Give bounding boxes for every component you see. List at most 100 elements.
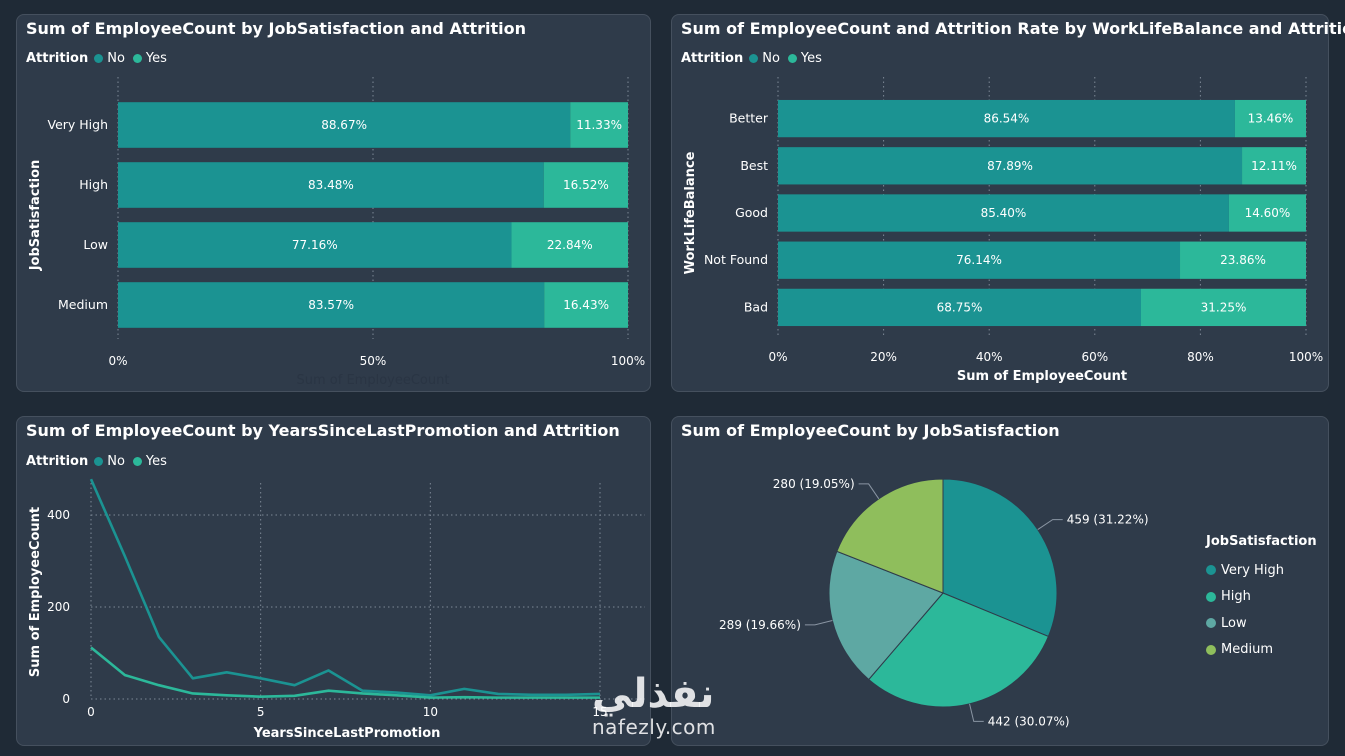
- legend-item-no[interactable]: No: [94, 51, 125, 66]
- work-life-x-tick-label: 80%: [1187, 350, 1214, 364]
- work-life-y-axis-label: WorkLifeBalance: [683, 151, 698, 274]
- job-sat-data-label-yes-high: 16.52%: [563, 178, 609, 192]
- work-life-bar-yes-not-found: [1180, 241, 1306, 279]
- job-sat-data-label-no-very-high: 88.67%: [321, 118, 367, 132]
- work-life-legend: Attrition No Yes: [681, 51, 830, 66]
- pie-data-label-medium: 280 (19.05%): [773, 477, 855, 491]
- job-sat-data-label-yes-medium: 16.43%: [563, 298, 609, 312]
- legend-label-no: No: [107, 454, 125, 469]
- work-life-card: Sum of EmployeeCount and Attrition Rate …: [671, 14, 1345, 392]
- job-sat-y-tick-label-high: High: [79, 177, 108, 192]
- work-life-x-tick-label: 20%: [870, 350, 897, 364]
- pie-legend-item-low[interactable]: Low: [1206, 610, 1317, 637]
- work-life-data-label-yes-best: 12.11%: [1251, 159, 1297, 173]
- promotion-y-axis-label: Sum of EmployeeCount: [28, 507, 43, 677]
- promotion-legend: Attrition No Yes: [26, 454, 175, 469]
- pie-legend-label: High: [1221, 589, 1251, 605]
- promotion-x-axis-label: YearsSinceLastPromotion: [253, 726, 441, 741]
- work-life-data-label-no-bad: 68.75%: [937, 300, 983, 314]
- work-life-x-axis-label: Sum of EmployeeCount: [957, 369, 1127, 384]
- work-life-x-tick-label: 0%: [768, 350, 787, 364]
- pie-leader-line: [969, 703, 984, 722]
- work-life-bar-no-bad: [778, 288, 1141, 327]
- promotion-card: Sum of EmployeeCount by YearsSinceLastPr…: [16, 416, 651, 746]
- legend-item-yes[interactable]: Yes: [787, 51, 822, 66]
- pie-chart: 459 (31.22%) 442 (30.07%) 289 (19.66%) 280 …: [719, 477, 1149, 728]
- pie-legend-label: Medium: [1221, 642, 1273, 658]
- pie-data-label-high: 442 (30.07%): [988, 714, 1070, 728]
- job-sat-x-tick-label: 50%: [360, 354, 387, 368]
- promotion-title: Sum of EmployeeCount by YearsSinceLastPr…: [26, 421, 620, 440]
- work-life-bar-no-better: [778, 99, 1235, 138]
- work-life-title: Sum of EmployeeCount and Attrition Rate …: [681, 19, 1345, 38]
- pie-legend-label: Very High: [1221, 562, 1284, 578]
- legend-label-yes: Yes: [800, 51, 822, 66]
- legend-dot-yes: [132, 457, 142, 466]
- pie-legend-item-medium[interactable]: Medium: [1206, 637, 1317, 664]
- work-life-y-tick-label-good: Good: [735, 205, 768, 220]
- watermark: نفذلي nafezly.com: [592, 672, 716, 738]
- legend-label-no: No: [762, 51, 780, 66]
- promotion-x-tick-label: 0: [87, 705, 95, 719]
- job-satisfaction-title: Sum of EmployeeCount by JobSatisfaction …: [26, 19, 527, 38]
- pie-card: Sum of EmployeeCount by JobSatisfaction …: [671, 416, 1329, 746]
- job-sat-bar-no-high: [118, 162, 544, 208]
- pie-legend-item-high[interactable]: High: [1206, 584, 1317, 611]
- work-life-y-tick-label-best: Best: [740, 158, 768, 173]
- work-life-bar-yes-better: [1234, 99, 1306, 138]
- promotion-y-tick-label: 400: [47, 508, 70, 522]
- job-sat-x-tick-label: 100%: [611, 354, 645, 368]
- work-life-y-tick-label-better: Better: [729, 111, 769, 126]
- legend-item-yes[interactable]: Yes: [132, 454, 167, 469]
- work-life-data-label-no-best: 87.89%: [987, 159, 1033, 173]
- job-sat-bar-yes-very-high: [570, 102, 628, 148]
- job-sat-data-label-yes-low: 22.84%: [547, 238, 593, 252]
- pie-data-label-very-high: 459 (31.22%): [1067, 513, 1149, 527]
- pie-leader-line: [858, 483, 880, 500]
- work-life-bar-yes-best: [1242, 147, 1306, 185]
- job-sat-data-label-no-medium: 83.57%: [308, 298, 354, 312]
- legend-dot-no: [749, 54, 759, 63]
- legend-item-no[interactable]: No: [94, 454, 125, 469]
- legend-item-yes[interactable]: Yes: [132, 51, 167, 66]
- promotion-line-yes: [90, 646, 600, 699]
- job-sat-y-tick-label-medium: Medium: [58, 297, 108, 312]
- pie-leader-line: [804, 620, 833, 626]
- pie-title: Sum of EmployeeCount by JobSatisfaction: [681, 421, 1060, 440]
- legend-title: Attrition: [26, 51, 89, 66]
- work-life-bar-no-not-found: [778, 241, 1181, 279]
- work-life-bar-no-best: [778, 147, 1243, 185]
- work-life-x-tick-label: 40%: [976, 350, 1003, 364]
- job-sat-x-tick-label: 0%: [108, 354, 127, 368]
- legend-title: Attrition: [681, 51, 744, 66]
- promotion-chart: 0 200 400 0 5 10 15 YearsSinceLastPromotion Sum …: [28, 478, 645, 741]
- pie-legend-item-very-high[interactable]: Very High: [1206, 557, 1317, 584]
- work-life-data-label-yes-good: 14.60%: [1245, 206, 1291, 220]
- job-sat-bar-yes-high: [543, 162, 628, 208]
- watermark-latin: nafezly.com: [592, 715, 716, 739]
- pie-legend-dot-medium: [1206, 644, 1216, 655]
- legend-dot-yes: [132, 54, 142, 63]
- job-sat-bar-yes-medium: [544, 282, 628, 328]
- job-sat-data-label-no-low: 77.16%: [292, 238, 338, 252]
- pie-legend-label: Low: [1221, 615, 1247, 631]
- promotion-line-no: [89, 478, 601, 697]
- job-satisfaction-card: Sum of EmployeeCount by JobSatisfaction …: [16, 14, 651, 392]
- job-satisfaction-legend: Attrition No Yes: [26, 51, 175, 66]
- legend-dot-yes: [787, 54, 797, 63]
- work-life-data-label-no-not-found: 76.14%: [956, 253, 1002, 267]
- legend-label-yes: Yes: [145, 51, 167, 66]
- legend-dot-no: [94, 457, 104, 466]
- work-life-data-label-yes-not-found: 23.86%: [1220, 253, 1266, 267]
- work-life-chart: 0% 20% 40% 60% 80% 100% Better 86.54% 13.46% Best…: [683, 77, 1323, 384]
- job-sat-data-label-yes-very-high: 11.33%: [576, 118, 622, 132]
- pie-data-label-low: 289 (19.66%): [719, 618, 801, 632]
- legend-label-no: No: [107, 51, 125, 66]
- promotion-x-tick-label: 10: [423, 705, 438, 719]
- legend-item-no[interactable]: No: [749, 51, 780, 66]
- pie-legend-dot-high: [1206, 591, 1216, 602]
- job-sat-bar-no-very-high: [118, 102, 571, 148]
- work-life-data-label-yes-better: 13.46%: [1248, 112, 1294, 126]
- pie-slice-very-high: [942, 478, 1058, 638]
- work-life-data-label-no-better: 86.54%: [984, 112, 1030, 126]
